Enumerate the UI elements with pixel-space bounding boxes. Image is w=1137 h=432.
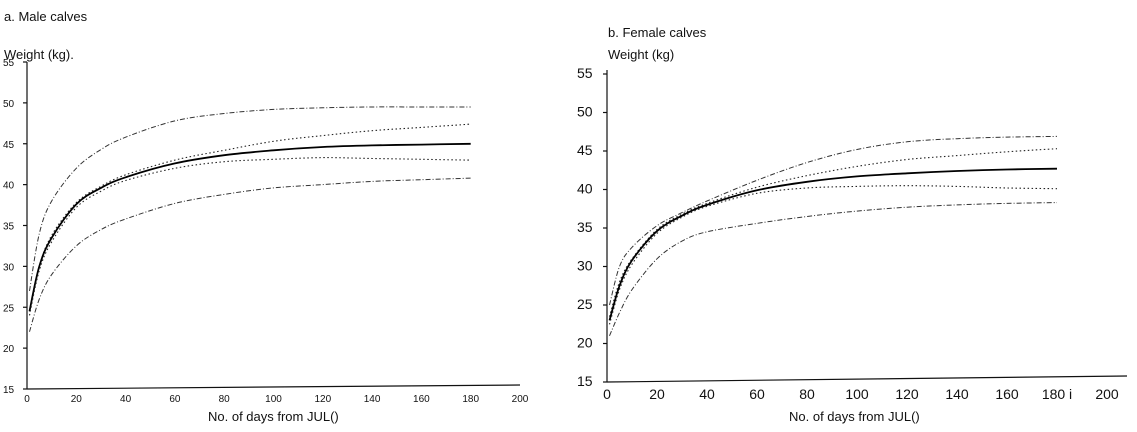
x-tick-label: 40 — [699, 386, 715, 402]
y-tick-label: 35 — [3, 222, 15, 233]
x-tick-label: 20 — [649, 386, 665, 402]
y-tick-label: 30 — [577, 258, 593, 274]
y-tick-label: 20 — [3, 344, 15, 355]
x-tick-label: 100 — [265, 394, 282, 405]
y-tick-label: 30 — [3, 262, 15, 273]
y-tick-label: 40 — [3, 181, 15, 192]
panel-b: b. Female calves Weight (kg) No. of days… — [577, 25, 1128, 424]
series-line-2 — [608, 148, 1058, 317]
y-tick-label: 40 — [577, 181, 593, 197]
panel-b-ylabel: Weight (kg) — [608, 47, 674, 62]
y-tick-label: 50 — [3, 99, 15, 110]
x-tick-label: 180 — [462, 394, 479, 405]
panel-a-ylabel: Weight (kg). — [4, 47, 74, 62]
series-line-2 — [28, 123, 471, 312]
panel-a: a. Male calves Weight (kg). No. of days … — [3, 9, 529, 424]
y-tick-label: 55 — [577, 65, 593, 81]
series-line-5 — [609, 202, 1058, 336]
x-tick-label: 120 — [895, 386, 919, 402]
y-tick-label: 20 — [577, 335, 593, 351]
y-tick-label: 35 — [577, 219, 593, 235]
series-line-1 — [609, 135, 1058, 306]
panel-a-ticks: 15 20 25 30 35 40 45 50 55 0 20 40 60 80 100 120 140 160 1… — [3, 58, 529, 405]
y-tick-label: 45 — [3, 140, 15, 151]
x-tick-label: 160 — [995, 386, 1019, 402]
x-tick-label: 140 — [364, 394, 381, 405]
y-tick-label: 15 — [577, 373, 593, 389]
panel-a-title: a. Male calves — [4, 9, 88, 24]
series-line-5 — [29, 177, 471, 332]
panel-a-xlabel: No. of days from JUL() — [208, 409, 339, 424]
x-tick-label: 60 — [749, 386, 765, 402]
x-tick-label: 160 — [413, 394, 430, 405]
y-tick-label: 50 — [577, 104, 593, 120]
x-tick-label: 60 — [169, 394, 181, 405]
x-tick-label: 40 — [120, 394, 132, 405]
series-line-1 — [29, 106, 471, 291]
x-tick-label: 200 — [512, 394, 529, 405]
series-line-4 — [28, 157, 471, 316]
panel-b-x-axis — [606, 375, 1128, 383]
x-tick-label: 80 — [219, 394, 231, 405]
series-line-4 — [608, 185, 1058, 325]
x-tick-label: 80 — [799, 386, 815, 402]
x-tick-label: 0 — [603, 386, 611, 402]
x-tick-label: 0 — [24, 394, 30, 405]
y-tick-label: 45 — [577, 142, 593, 158]
panel-b-title: b. Female calves — [608, 25, 707, 40]
series-line-3 — [28, 142, 471, 312]
panel-b-lines — [608, 135, 1058, 336]
y-tick-label: 25 — [3, 303, 15, 314]
panel-b-xlabel: No. of days from JUL() — [789, 409, 920, 424]
x-tick-label: 20 — [71, 394, 83, 405]
x-tick-label: 120 — [314, 394, 331, 405]
x-tick-label: 100 — [845, 386, 869, 402]
y-tick-label: 25 — [577, 296, 593, 312]
y-tick-label: 55 — [3, 58, 15, 69]
x-tick-label: 180 i — [1042, 386, 1072, 402]
x-tick-label: 140 — [945, 386, 969, 402]
series-line-3 — [608, 167, 1058, 321]
panel-a-lines — [28, 106, 471, 332]
panel-b-ticks: 15 20 25 30 35 40 45 50 55 0 20 40 60 80 100 120 140 160 1… — [577, 65, 1119, 402]
y-tick-label: 15 — [3, 385, 15, 396]
panel-a-x-axis — [26, 384, 521, 390]
x-tick-label: 200 — [1095, 386, 1119, 402]
